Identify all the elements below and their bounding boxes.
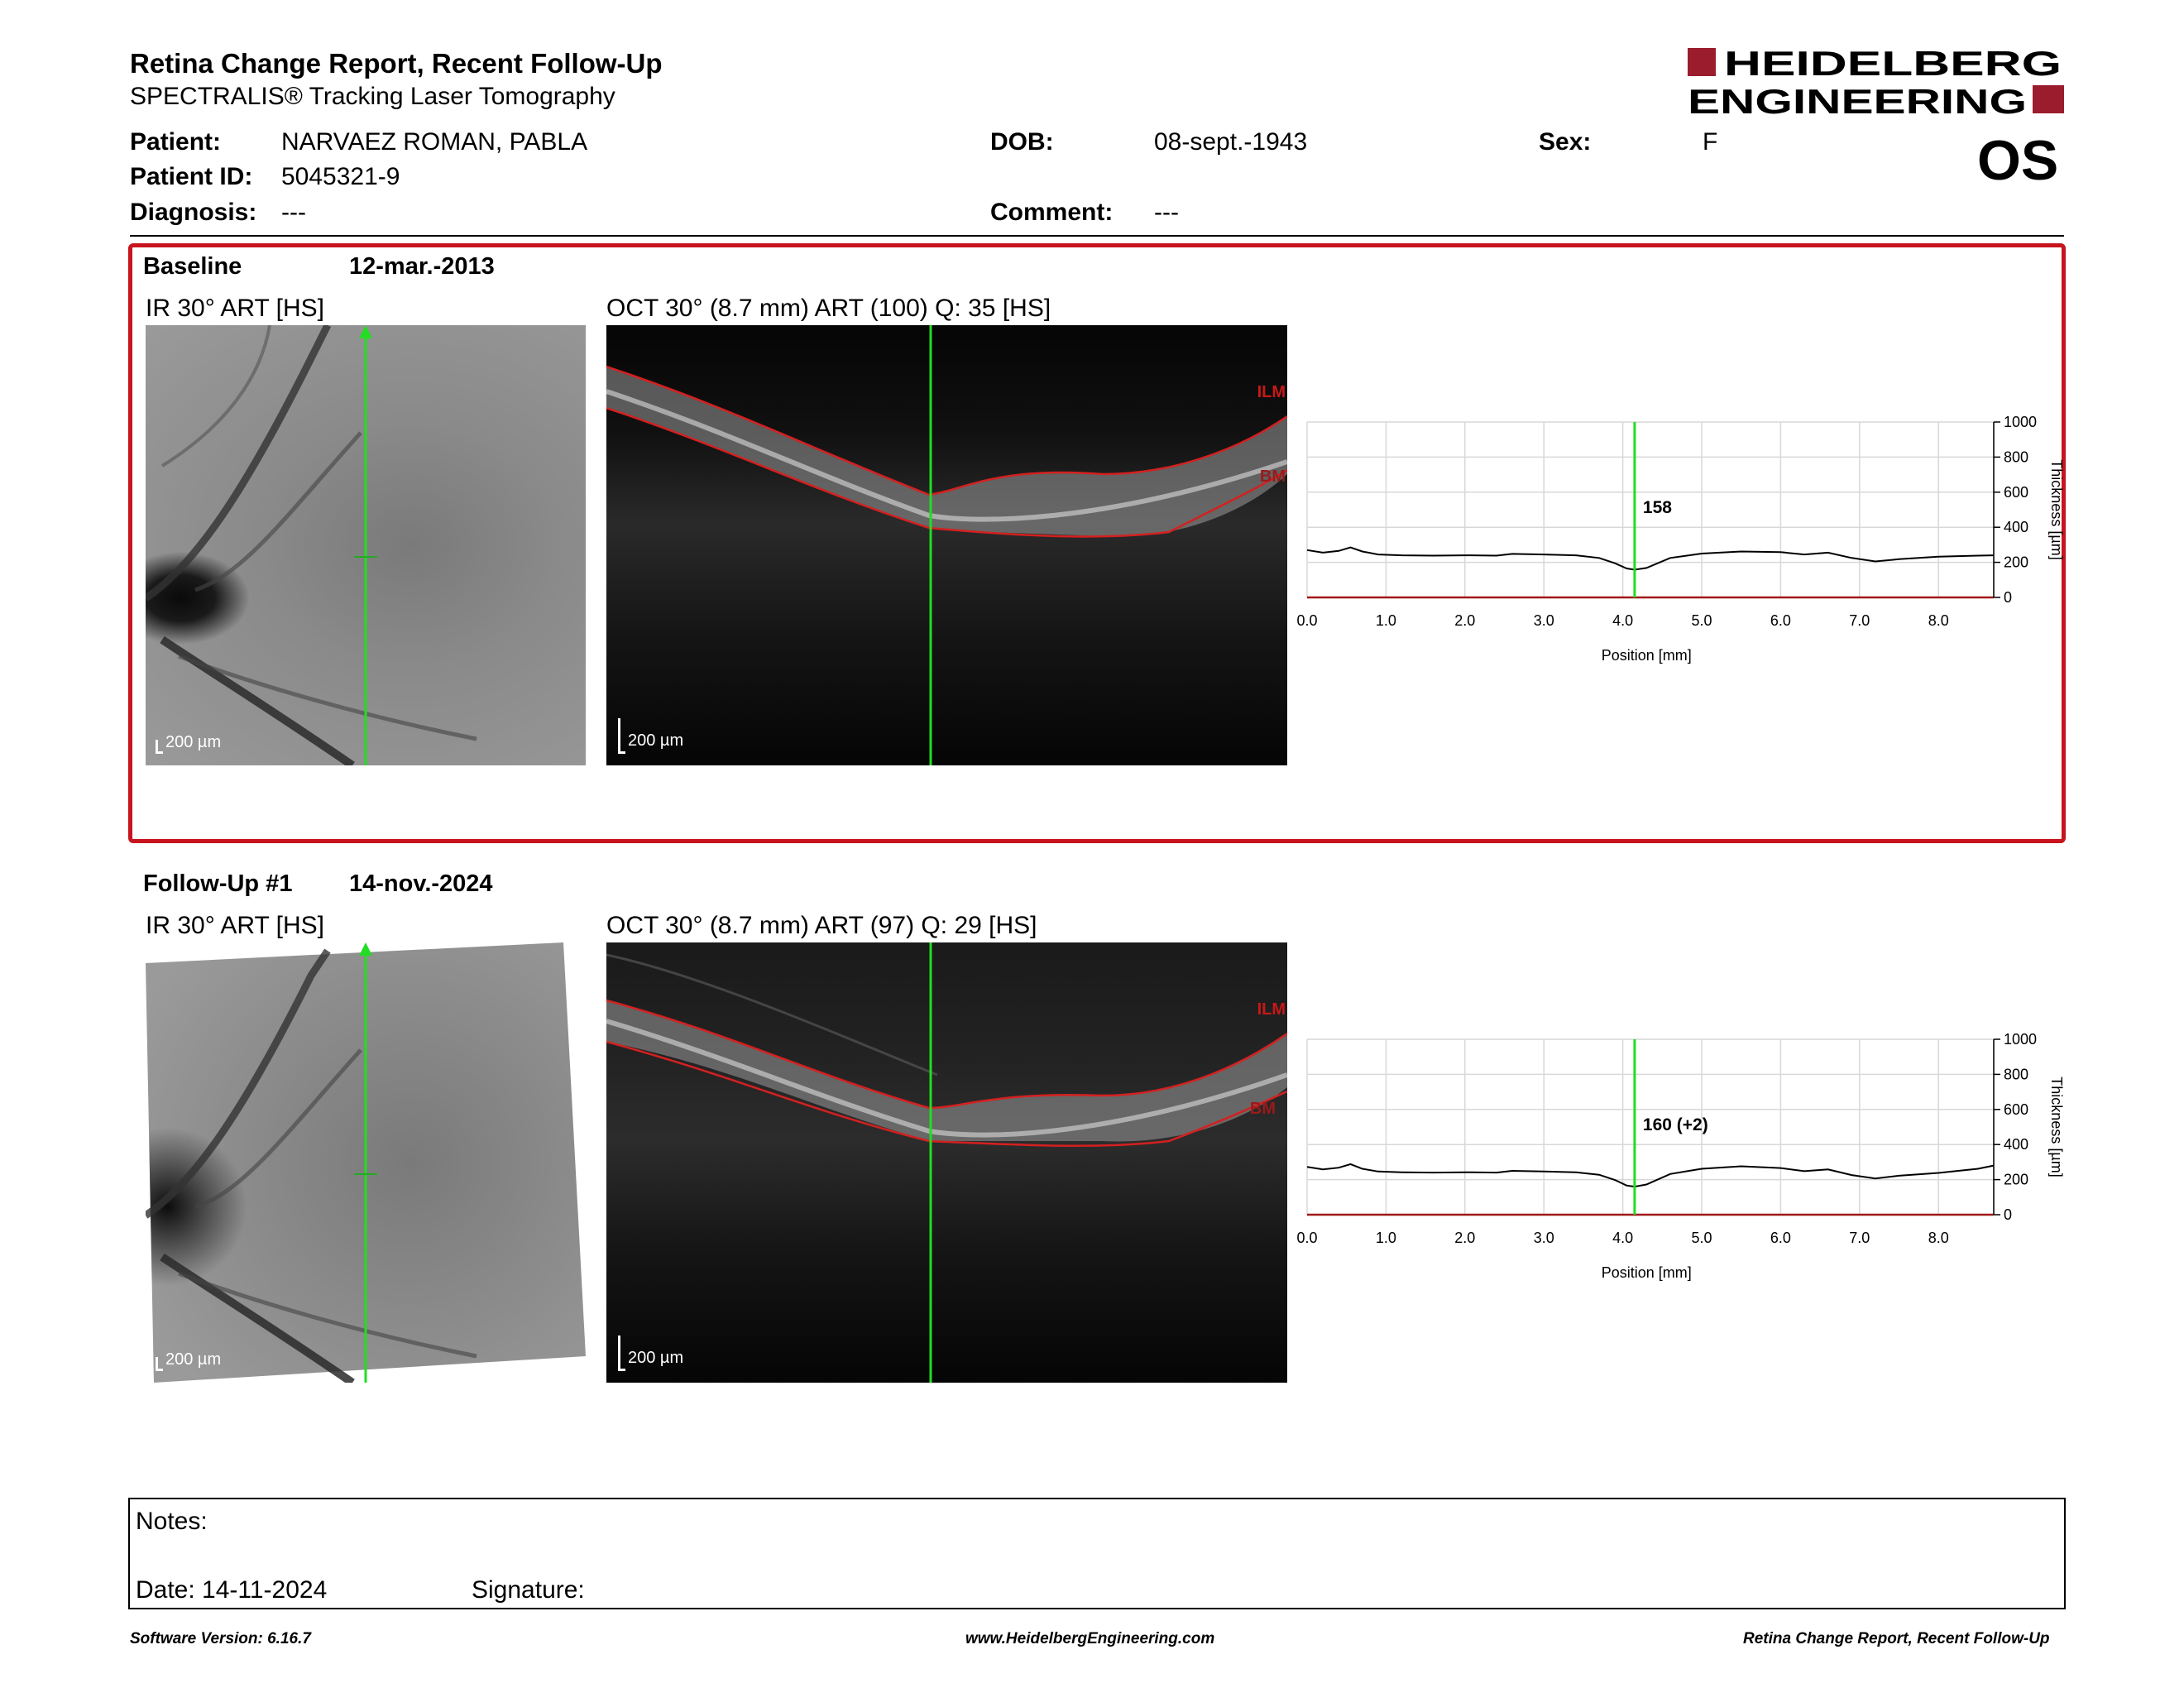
comment-value: ---	[1154, 199, 1179, 226]
dob-label: DOB:	[990, 128, 1054, 156]
x-axis-label: Position [mm]	[1602, 1264, 1692, 1281]
patient-id-label: Patient ID:	[130, 163, 253, 190]
patient-name: NARVAEZ ROMAN, PABLA	[281, 128, 588, 156]
baseline-date: 12-mar.-2013	[349, 253, 495, 280]
heidelberg-logo: HEIDELBERG ENGINEERING	[1688, 46, 2064, 118]
x-tick-label: 1.0	[1376, 1230, 1396, 1246]
followup-ir-scale-label: 200 µm	[165, 1350, 222, 1369]
diagnosis-value: ---	[281, 199, 306, 226]
baseline-label: Baseline	[143, 253, 242, 280]
followup-date: 14-nov.-2024	[349, 870, 493, 897]
y-tick-label: 1000	[2004, 1031, 2037, 1048]
position-marker-label: 158	[1643, 498, 1672, 517]
x-tick-label: 7.0	[1849, 612, 1870, 629]
baseline-oct-image: ILM BM 200 µm	[606, 325, 1287, 765]
x-tick-label: 7.0	[1849, 1230, 1870, 1246]
thickness-series-line	[1306, 546, 1995, 571]
followup-ir-image: 200 µm	[146, 942, 586, 1383]
y-tick-label: 200	[2004, 554, 2028, 571]
y-tick-label: 800	[2004, 448, 2028, 465]
baseline-ir-vessels	[146, 325, 477, 765]
sex-value: F	[1703, 128, 1718, 156]
followup-ir-content	[146, 942, 586, 1383]
y-axis-label: Thickness [µm]	[2048, 1077, 2065, 1177]
baseline-ir-title: IR 30° ART [HS]	[146, 295, 324, 322]
y-tick-label: 1000	[2004, 414, 2037, 430]
notes-box[interactable]	[128, 1498, 2066, 1609]
followup-ilm-line	[606, 999, 1287, 1110]
notes-label: Notes:	[136, 1508, 208, 1535]
report-subtitle: SPECTRALIS® Tracking Laser Tomography	[130, 83, 615, 110]
followup-bm-label: BM	[1249, 1100, 1276, 1118]
baseline-oct-layers	[606, 325, 1287, 765]
x-tick-label: 1.0	[1376, 612, 1396, 629]
followup-ir-scalebar	[156, 1357, 163, 1371]
notes-date: Date: 14-11-2024	[136, 1576, 328, 1604]
followup-thickness-chart: 0.0 1.0 2.0 3.0 4.0 5.0 6.0 7.0 8.0 0 200 400 600 800…	[1296, 1031, 2065, 1281]
diagnosis-label: Diagnosis:	[130, 199, 257, 226]
x-tick-label: 6.0	[1770, 612, 1791, 629]
x-tick-label: 5.0	[1691, 1230, 1712, 1246]
baseline-ilm-line	[606, 365, 1287, 496]
followup-oct-scale-label: 200 µm	[628, 1349, 684, 1367]
x-tick-label: 2.0	[1454, 612, 1475, 629]
baseline-ilm-label: ILM	[1257, 383, 1286, 401]
y-tick-label: 600	[2004, 1101, 2028, 1118]
logo-line-2: ENGINEERING	[1688, 82, 2027, 118]
baseline-oct-scalebar	[618, 718, 625, 754]
x-tick-label: 5.0	[1691, 612, 1712, 629]
thickness-series-line	[1306, 1163, 1995, 1188]
y-tick-label: 0	[2004, 1206, 2012, 1223]
header-divider	[130, 235, 2064, 237]
y-tick-label: 600	[2004, 484, 2028, 501]
followup-ilm-label: ILM	[1257, 1000, 1286, 1019]
footer-software-version: Software Version: 6.16.7	[130, 1630, 311, 1647]
x-tick-label: 6.0	[1770, 1230, 1791, 1246]
followup-label: Follow-Up #1	[143, 870, 293, 897]
followup-oct-image: ILM BM 200 µm	[606, 942, 1287, 1383]
dob-value: 08-sept.-1943	[1154, 128, 1308, 156]
x-tick-label: 4.0	[1612, 1230, 1633, 1246]
x-tick-label: 0.0	[1296, 612, 1317, 629]
y-tick-label: 400	[2004, 1136, 2028, 1153]
baseline-oct-title: OCT 30° (8.7 mm) ART (100) Q: 35 [HS]	[606, 295, 1051, 322]
x-tick-label: 8.0	[1928, 1230, 1949, 1246]
position-marker-label: 160 (+2)	[1643, 1115, 1708, 1134]
x-tick-label: 3.0	[1534, 1230, 1554, 1246]
x-tick-label: 8.0	[1928, 612, 1949, 629]
logo-line-1: HEIDELBERG	[1724, 46, 2062, 83]
baseline-bm-label: BM	[1259, 468, 1286, 486]
baseline-ir-scalebar	[156, 740, 163, 754]
report-title: Retina Change Report, Recent Follow-Up	[130, 48, 663, 79]
y-tick-label: 0	[2004, 589, 2012, 606]
y-tick-label: 800	[2004, 1066, 2028, 1082]
baseline-bm-line	[606, 406, 1287, 538]
signature-label: Signature:	[472, 1576, 585, 1604]
followup-oct-scalebar	[618, 1336, 625, 1371]
x-axis-label: Position [mm]	[1602, 647, 1692, 664]
baseline-oct-scale-label: 200 µm	[628, 731, 684, 750]
footer-website[interactable]: www.HeidelbergEngineering.com	[965, 1630, 1215, 1647]
eye-indicator: OS	[1977, 129, 2059, 192]
followup-ir-title: IR 30° ART [HS]	[146, 912, 324, 939]
baseline-ir-image: 200 µm	[146, 325, 586, 765]
footer-report-name: Retina Change Report, Recent Follow-Up	[1743, 1630, 2050, 1647]
baseline-thickness-chart: 0.0 1.0 2.0 3.0 4.0 5.0 6.0 7.0 8.0 0 200 400 600 800…	[1296, 414, 2065, 664]
x-tick-label: 4.0	[1612, 612, 1633, 629]
baseline-panel	[128, 243, 2066, 843]
patient-id: 5045321-9	[281, 163, 400, 190]
baseline-ir-scale-label: 200 µm	[165, 733, 222, 751]
followup-oct-title: OCT 30° (8.7 mm) ART (97) Q: 29 [HS]	[606, 912, 1037, 939]
y-tick-label: 400	[2004, 519, 2028, 535]
x-tick-label: 2.0	[1454, 1230, 1475, 1246]
followup-bm-line	[606, 1040, 1287, 1148]
followup-oct-layers	[606, 942, 1287, 1383]
x-tick-label: 3.0	[1534, 612, 1554, 629]
y-axis-label: Thickness [µm]	[2048, 459, 2065, 559]
sex-label: Sex:	[1539, 128, 1592, 156]
patient-label: Patient:	[130, 128, 222, 156]
y-tick-label: 200	[2004, 1172, 2028, 1188]
comment-label: Comment:	[990, 199, 1114, 226]
x-tick-label: 0.0	[1296, 1230, 1317, 1246]
